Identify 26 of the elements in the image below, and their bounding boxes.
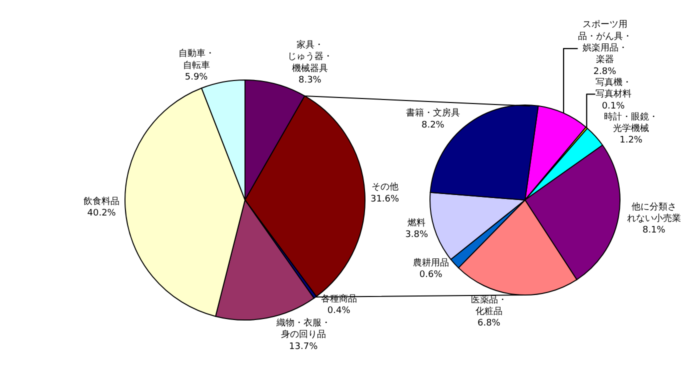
data-label: 0.6% [419,270,443,280]
slice-label: 書籍・文房具 [406,108,460,119]
slice-label: 他に分類されない小売業 [626,201,681,224]
data-label: 8.3% [298,76,322,86]
data-label: 31.6% [370,194,400,204]
data-label: 8.1% [642,226,666,236]
data-label: 6.8% [477,318,501,329]
data-label: 0.1% [602,101,626,112]
slice-label: 農耕用品 [412,257,449,268]
data-label: 0.4% [327,306,351,316]
slice-label: スポーツ用品・がん具・娯楽用品・楽器 [578,20,632,66]
slice-label: その他 [371,182,398,193]
data-label: 8.2% [421,120,445,130]
slice-label: 自動車・自転車 [178,48,214,71]
slice-label: 飲食料品 [84,196,120,208]
data-label: 2.8% [593,66,617,77]
data-label: 40.2% [87,208,116,219]
slice-label: 織物・衣服・身の回り品 [275,317,330,340]
slice-label: 燃料 [408,218,426,229]
data-label: 3.8% [405,230,429,240]
slice-label: 写真機・写真材料 [595,76,632,100]
slice-label: 時計・眼鏡・光学機械 [604,111,658,134]
data-label: 13.7% [289,342,318,352]
slice-label: 家具・じゅう器・機械器具 [287,39,332,74]
data-label: 5.9% [184,72,208,83]
data-label: 1.2% [620,136,643,146]
